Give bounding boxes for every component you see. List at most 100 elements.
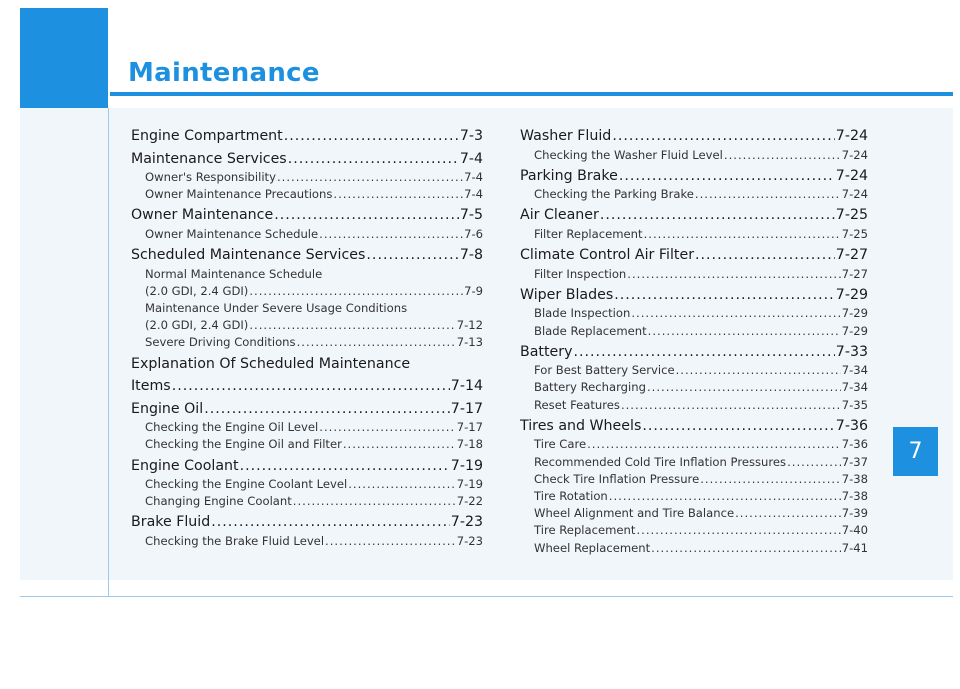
toc-page-number: 7-24 <box>835 167 868 184</box>
toc-entry-label: Tire Rotation <box>534 488 608 503</box>
toc-entry-label[interactable]: Maintenance Under Severe Usage Condition… <box>145 301 408 316</box>
toc-section-entry[interactable]: Items 7-14 <box>131 377 483 397</box>
toc-section-entry[interactable]: Engine Compartment 7-3 <box>131 127 483 147</box>
toc-entry-label: Items <box>131 378 171 395</box>
dot-leader <box>614 286 835 306</box>
toc-subsection-entry[interactable]: Wheel Alignment and Tire Balance 7-39 <box>520 505 868 522</box>
toc-page-number: 7-24 <box>841 187 868 202</box>
toc-page-number: 7-4 <box>464 187 483 202</box>
dot-leader <box>724 147 841 164</box>
dot-leader <box>319 419 455 436</box>
toc-subsection-entry[interactable]: For Best Battery Service 7-34 <box>520 362 868 379</box>
toc-subsection-entry[interactable]: Checking the Engine Oil Level 7-17 <box>131 419 483 436</box>
dot-leader <box>627 266 840 283</box>
dot-leader <box>348 476 455 493</box>
toc-entry-label: Air Cleaner <box>520 207 599 224</box>
dot-leader <box>642 417 834 437</box>
toc-entry-label: Climate Control Air Filter <box>520 247 695 264</box>
toc-subsection-entry[interactable]: Tire Rotation 7-38 <box>520 488 868 505</box>
dot-leader <box>240 457 450 477</box>
toc-page-number: 7-18 <box>456 437 483 452</box>
toc-subsection-entry[interactable]: Checking the Brake Fluid Level 7-23 <box>131 533 483 550</box>
toc-section-entry[interactable]: Climate Control Air Filter 7-27 <box>520 246 868 266</box>
dot-leader <box>574 343 835 363</box>
toc-subsection-entry[interactable]: Blade Inspection 7-29 <box>520 305 868 322</box>
page-title: Maintenance <box>128 58 320 88</box>
toc-entry-label: For Best Battery Service <box>534 363 675 378</box>
toc-subsection-entry[interactable]: Checking the Washer Fluid Level 7-24 <box>520 147 868 164</box>
toc-section-entry[interactable]: Battery 7-33 <box>520 343 868 363</box>
toc-subsection-entry[interactable]: Owner Maintenance Precautions 7-4 <box>131 186 483 203</box>
toc-subsection-entry[interactable]: Filter Replacement 7-25 <box>520 226 868 243</box>
toc-page-number: 7-13 <box>456 335 483 350</box>
toc-page-number: 7-4 <box>459 150 483 167</box>
toc-subsection-entry[interactable]: Owner's Responsibility 7-4 <box>131 169 483 186</box>
dot-leader <box>204 400 450 420</box>
toc-subsection-entry[interactable]: (2.0 GDI, 2.4 GDI) 7-12 <box>131 317 483 334</box>
toc-section-entry[interactable]: Owner Maintenance 7-5 <box>131 206 483 226</box>
toc-subsection-entry[interactable]: Wheel Replacement 7-41 <box>520 540 868 557</box>
toc-section-entry[interactable]: Scheduled Maintenance Services 7-8 <box>131 246 483 266</box>
toc-subsection-entry[interactable]: Filter Inspection 7-27 <box>520 266 868 283</box>
dot-leader <box>284 127 459 147</box>
toc-entry-label: Filter Inspection <box>534 266 627 281</box>
toc-subsection-entry[interactable]: Blade Replacement 7-29 <box>520 323 868 340</box>
toc-page-number: 7-25 <box>841 226 868 241</box>
toc-section-entry[interactable]: Engine Oil 7-17 <box>131 400 483 420</box>
toc-entry-label: Tire Care <box>534 437 587 452</box>
chapter-tab[interactable]: 7 <box>893 427 938 476</box>
toc-page-number: 7-23 <box>456 533 483 548</box>
dot-leader <box>648 323 841 340</box>
toc-section-entry[interactable]: Air Cleaner 7-25 <box>520 206 868 226</box>
toc-entry-label[interactable]: Normal Maintenance Schedule <box>145 266 323 281</box>
toc-section-entry[interactable]: Tires and Wheels 7-36 <box>520 417 868 437</box>
toc-page-number: 7-41 <box>841 540 868 555</box>
toc-column-left: Engine Compartment 7-3 Maintenance Servic… <box>131 124 483 550</box>
toc-section-entry[interactable]: Wiper Blades 7-29 <box>520 286 868 306</box>
toc-page-number: 7-33 <box>835 343 868 360</box>
toc-page-number: 7-17 <box>456 420 483 435</box>
dot-leader <box>343 436 456 453</box>
toc-entry-label: (2.0 GDI, 2.4 GDI) <box>145 318 249 333</box>
dot-leader <box>333 186 463 203</box>
toc-page-number: 7-37 <box>841 454 868 469</box>
toc-subsection-entry[interactable]: Tire Replacement 7-40 <box>520 522 868 539</box>
toc-subsection-entry[interactable]: Battery Recharging 7-34 <box>520 379 868 396</box>
toc-subsection-entry[interactable]: Check Tire Inflation Pressure 7-38 <box>520 471 868 488</box>
toc-entry-label: Brake Fluid <box>131 514 211 531</box>
toc-subsection-entry[interactable]: Changing Engine Coolant 7-22 <box>131 493 483 510</box>
toc-page-number: 7-4 <box>464 170 483 184</box>
toc-subsection-entry[interactable]: Checking the Engine Coolant Level 7-19 <box>131 476 483 493</box>
toc-section-entry[interactable]: Washer Fluid 7-24 <box>520 127 868 147</box>
dot-leader <box>325 533 456 550</box>
toc-page-number: 7-5 <box>459 207 483 224</box>
toc-section-entry[interactable]: Brake Fluid 7-23 <box>131 513 483 533</box>
toc-subsection-entry[interactable]: Checking the Engine Oil and Filter 7-18 <box>131 436 483 453</box>
toc-entry-label[interactable]: Explanation Of Scheduled Maintenance <box>131 355 411 372</box>
toc-entry-label: Severe Driving Conditions <box>145 335 296 350</box>
toc-entry-label: Checking the Parking Brake <box>534 187 694 202</box>
dot-leader <box>293 493 456 510</box>
toc-page-number: 7-27 <box>835 247 868 264</box>
dot-leader <box>172 377 450 397</box>
toc-entry-label: Changing Engine Coolant <box>145 494 292 509</box>
toc-page-number: 7-35 <box>841 397 868 412</box>
toc-section-entry[interactable]: Maintenance Services 7-4 <box>131 150 483 170</box>
toc-section-entry[interactable]: Engine Coolant 7-19 <box>131 457 483 477</box>
toc-page-number: 7-12 <box>456 318 483 333</box>
toc-subsection-entry[interactable]: Reset Features 7-35 <box>520 397 868 414</box>
toc-page-number: 7-36 <box>841 437 868 452</box>
toc-subsection-entry[interactable]: Recommended Cold Tire Inflation Pressure… <box>520 454 868 471</box>
toc-subsection-entry[interactable]: Checking the Parking Brake 7-24 <box>520 186 868 203</box>
toc-subsection-entry[interactable]: Tire Care 7-36 <box>520 436 868 453</box>
dot-leader <box>587 436 841 453</box>
toc-section-entry[interactable]: Parking Brake 7-24 <box>520 167 868 187</box>
toc-subsection-entry[interactable]: (2.0 GDI, 2.4 GDI) 7-9 <box>131 283 483 300</box>
dot-leader <box>631 305 840 322</box>
toc-page-number: 7-3 <box>459 128 483 144</box>
toc-subsection-entry[interactable]: Owner Maintenance Schedule 7-6 <box>131 226 483 243</box>
dot-leader <box>787 454 841 471</box>
toc-subsection-entry[interactable]: Severe Driving Conditions 7-13 <box>131 334 483 351</box>
toc-entry-label: (2.0 GDI, 2.4 GDI) <box>145 283 249 298</box>
